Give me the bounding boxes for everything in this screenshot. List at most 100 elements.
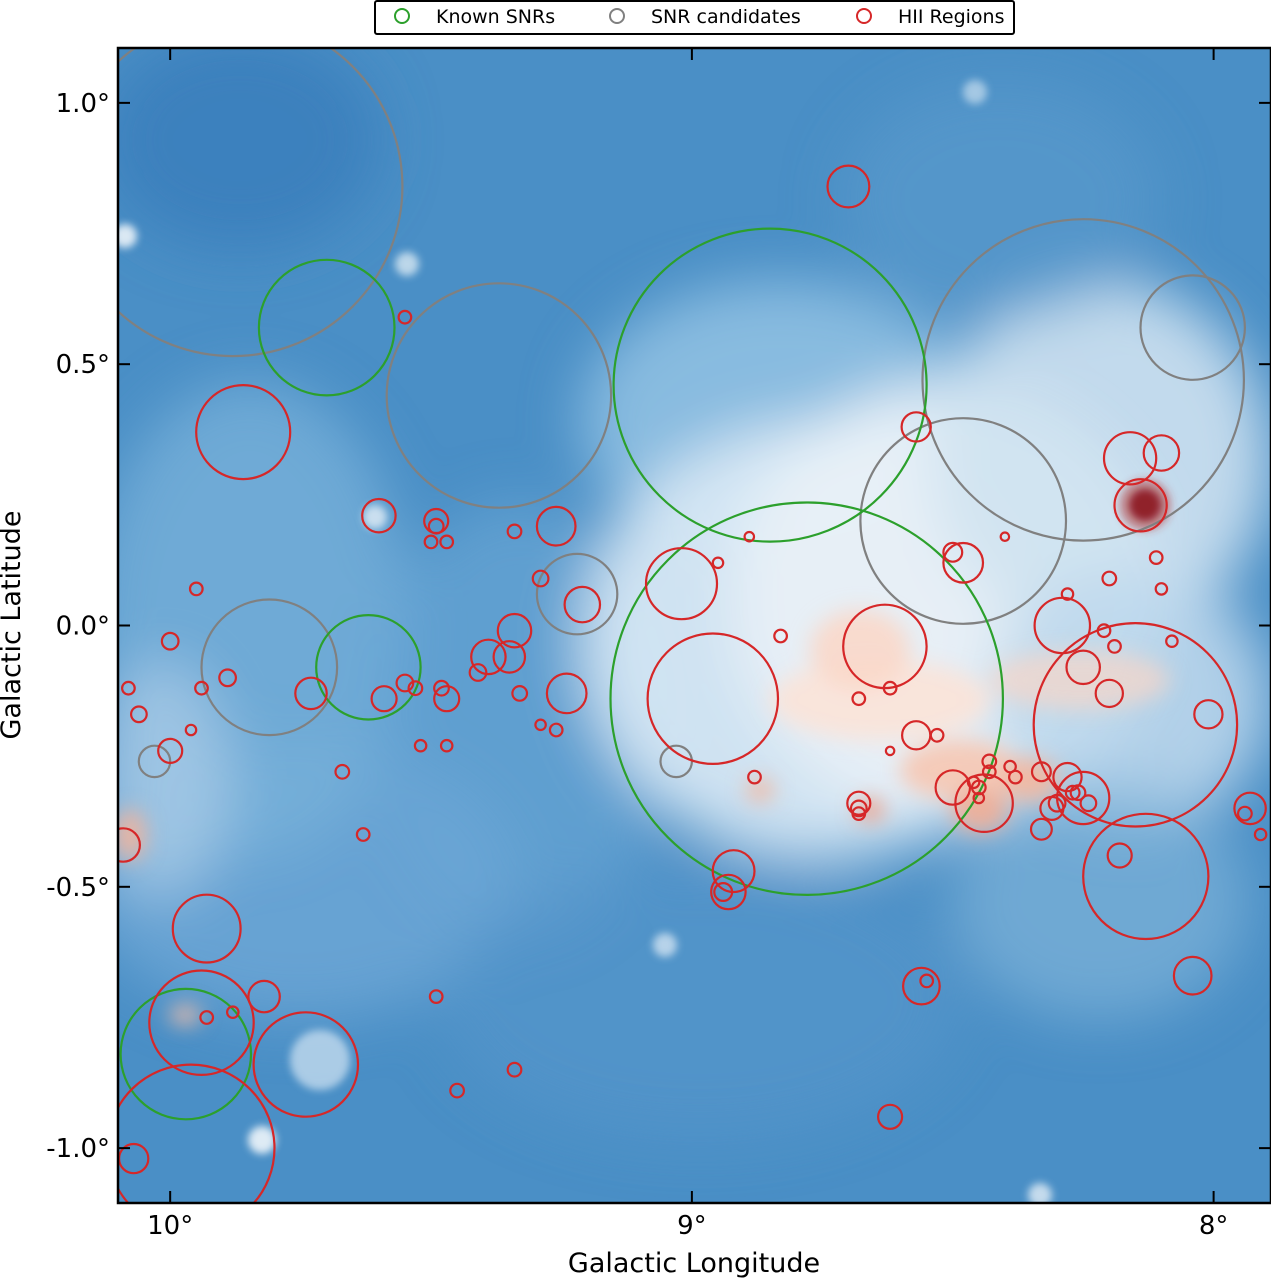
y-tick-label-4: -1.0° (46, 1134, 110, 1164)
hii-regions-marker-104 (148, 969, 255, 1077)
hii-regions-marker-96 (1233, 791, 1267, 826)
hii-regions-marker-10 (563, 585, 602, 624)
hii-regions-marker-23 (218, 668, 238, 688)
hii-regions-marker-7 (506, 523, 523, 540)
hii-regions-marker-48 (846, 790, 872, 816)
hii-regions-marker-99 (1172, 955, 1213, 996)
hii-regions-marker-101 (710, 873, 747, 911)
snr-candidates-marker-2 (200, 598, 339, 737)
hii-regions-marker-83 (1096, 623, 1112, 639)
snr-candidates-marker-6 (921, 218, 1245, 542)
axis-ticks: 10° 9° 8° 1.0° 0.5° 0.0° -0.5° -1.0° (46, 48, 1271, 1241)
hii-regions-marker-57 (876, 1103, 904, 1130)
hii-regions-marker-71 (1052, 761, 1083, 793)
hii-regions-marker-103 (171, 893, 242, 964)
hii-regions-marker-20 (370, 685, 398, 713)
hii-regions-marker-78 (1094, 678, 1125, 709)
hii-regions-marker-35 (118, 827, 141, 863)
hii-regions-marker-66 (1008, 769, 1023, 785)
hii-regions-marker-16 (548, 722, 564, 738)
hii-regions-marker-40 (711, 556, 725, 570)
hii-regions-marker-15 (534, 718, 547, 732)
series-known-snrs (119, 227, 1004, 1121)
legend-marker-known-snrs (394, 8, 410, 24)
hii-regions-marker-89 (1102, 431, 1158, 486)
hii-regions-marker-0 (195, 384, 292, 481)
hii-regions-marker-79 (1106, 842, 1133, 869)
hii-regions-marker-108 (252, 1011, 360, 1118)
legend-marker-snr-candidates (609, 8, 625, 24)
hii-regions-marker-27 (120, 680, 136, 696)
hii-regions-marker-24 (194, 680, 209, 696)
hii-regions-marker-26 (160, 631, 180, 651)
hii-regions-marker-100 (711, 849, 756, 894)
hii-regions-marker-36 (492, 640, 527, 674)
hii-regions-marker-12 (470, 638, 507, 676)
hii-regions-marker-77 (1065, 649, 1102, 686)
legend-label-known-snrs: Known SNRs (436, 6, 555, 28)
hii-regions-marker-106 (199, 1010, 215, 1025)
snr-candidates-marker-3 (535, 552, 619, 636)
series-hii-regions (118, 164, 1268, 1203)
hii-regions-marker-64 (972, 791, 986, 805)
hii-regions-marker-55 (902, 966, 941, 1006)
snr-candidates-marker-0 (118, 48, 404, 358)
hii-regions-marker-41 (743, 530, 756, 543)
hii-regions-marker-63 (954, 773, 1014, 834)
hii-regions-marker-112 (449, 1082, 466, 1099)
hii-regions-marker-111 (428, 989, 444, 1004)
hii-regions-marker-46 (882, 680, 898, 696)
legend-label-hii-regions: HII Regions (898, 6, 1004, 28)
hii-regions-marker-94 (1165, 634, 1179, 648)
hii-regions-marker-39 (646, 632, 780, 765)
hii-regions-marker-80 (1032, 621, 1239, 828)
hii-regions-marker-92 (1148, 550, 1164, 565)
hii-regions-marker-86 (942, 541, 985, 584)
hii-regions-marker-5 (439, 534, 455, 550)
hii-regions-marker-14 (545, 672, 588, 715)
hii-regions-marker-11 (496, 612, 533, 649)
legend-box (374, 0, 1015, 35)
y-tick-label-0: 1.0° (56, 89, 110, 119)
x-tick-label-1: 9° (677, 1211, 707, 1241)
hii-regions-marker-29 (184, 723, 198, 737)
hii-regions-marker-90 (1142, 434, 1181, 472)
emission-map-background (118, 48, 1271, 1203)
hii-regions-marker-113 (506, 1061, 523, 1078)
hii-regions-marker-98 (1253, 827, 1268, 842)
hii-regions-marker-72 (1064, 784, 1081, 801)
known-snrs-marker-2 (119, 987, 253, 1121)
y-tick-label-3: -0.5° (46, 873, 110, 903)
snr-candidates-marker-8 (137, 744, 172, 779)
known-snrs-marker-3 (612, 227, 928, 543)
hii-regions-marker-81 (1082, 812, 1210, 941)
hii-regions-marker-43 (773, 628, 788, 644)
hii-regions-marker-53 (929, 727, 945, 743)
hii-regions-marker-73 (1069, 784, 1087, 802)
hii-regions-marker-25 (188, 581, 204, 597)
hii-regions-marker-62 (981, 764, 997, 780)
hii-regions-marker-107 (226, 1005, 240, 1019)
hii-regions-marker-51 (884, 745, 896, 757)
hii-regions-marker-109 (118, 1063, 276, 1203)
hii-regions-marker-2 (361, 497, 397, 534)
legend-label-snr-candidates: SNR candidates (651, 6, 801, 28)
hii-regions-marker-37 (511, 685, 529, 702)
hii-regions-marker-76 (1055, 770, 1111, 826)
hii-regions-marker-33 (433, 685, 461, 713)
hii-regions-marker-91 (1113, 478, 1168, 533)
hii-regions-marker-102 (713, 881, 734, 902)
hii-regions-marker-34 (439, 738, 454, 753)
hii-regions-marker-50 (851, 806, 867, 821)
hii-regions-marker-17 (395, 673, 415, 693)
hii-regions-marker-95 (1193, 699, 1224, 730)
hii-regions-marker-97 (1236, 805, 1253, 822)
hii-regions-marker-18 (407, 680, 424, 697)
hii-regions-marker-1 (397, 309, 413, 325)
snr-candidates-marker-7 (1139, 274, 1247, 381)
hii-regions-marker-9 (531, 569, 550, 588)
hii-regions-marker-19 (413, 738, 428, 753)
x-tick-label-0: 10° (147, 1211, 193, 1241)
hii-regions-marker-42 (747, 769, 762, 785)
